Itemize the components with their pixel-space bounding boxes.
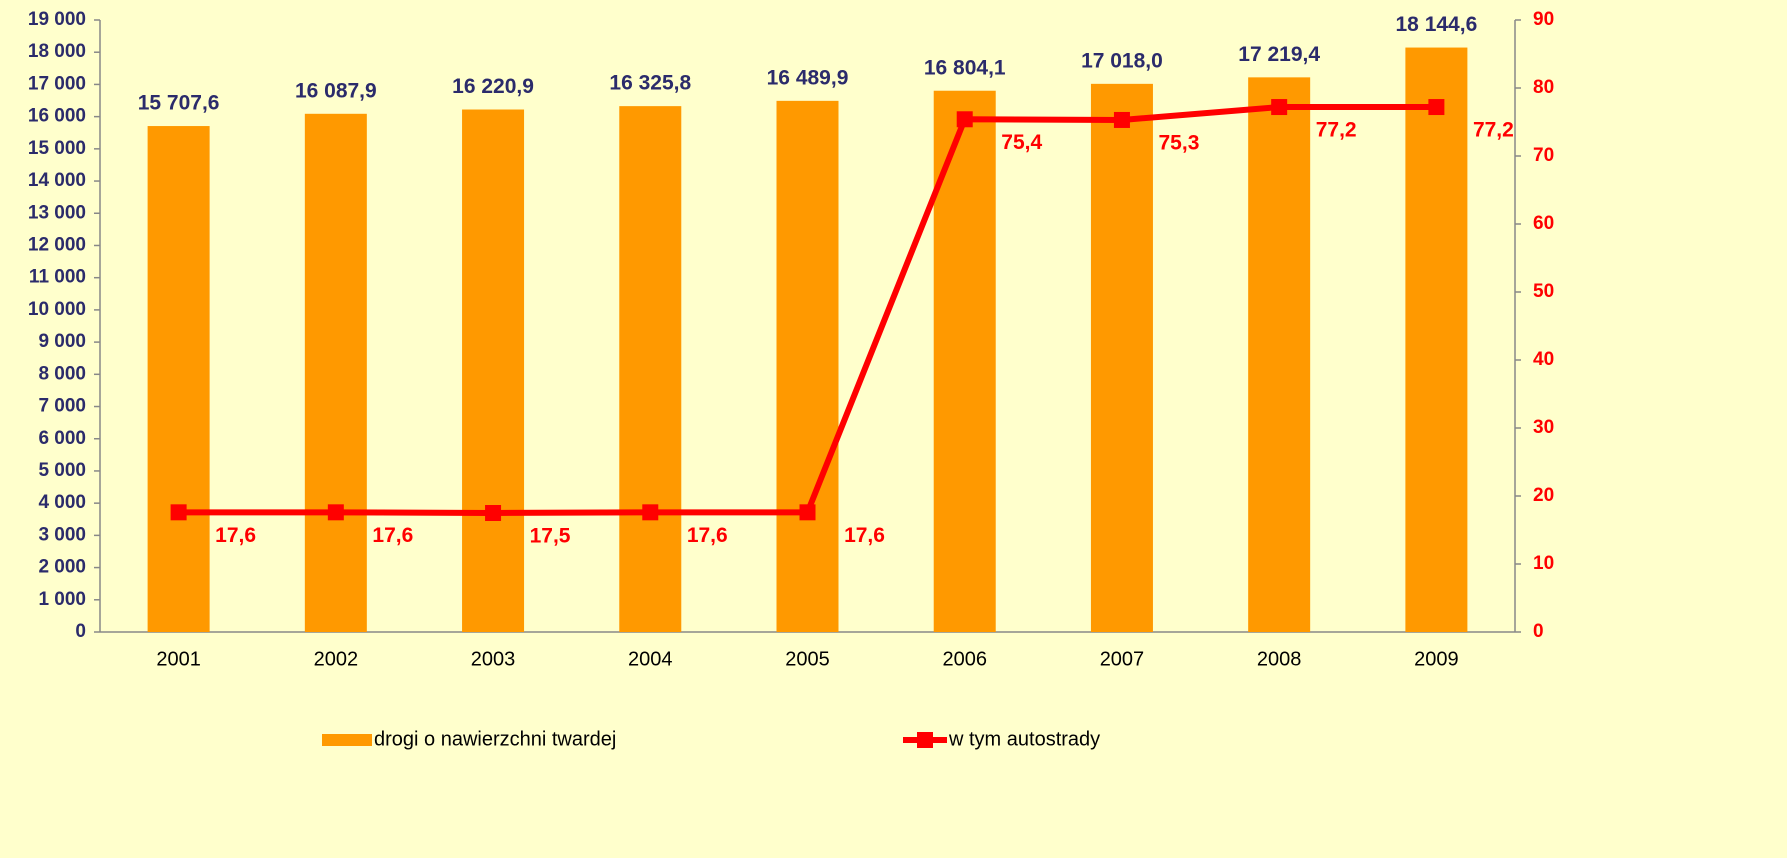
line-value-label: 17,6 bbox=[687, 524, 728, 547]
line-value-label: 75,4 bbox=[1001, 131, 1042, 154]
x-tick-label: 2003 bbox=[471, 648, 516, 670]
bar bbox=[1090, 83, 1153, 633]
bar bbox=[1405, 47, 1468, 633]
line-value-label: 75,3 bbox=[1159, 132, 1200, 155]
y-tick-label: 13 000 bbox=[28, 202, 86, 223]
y2-tick-label: 70 bbox=[1533, 145, 1554, 166]
y2-tick-label: 0 bbox=[1533, 621, 1544, 642]
line-marker bbox=[485, 505, 502, 521]
x-tick-label: 2002 bbox=[314, 648, 359, 670]
legend-label: w tym autostrady bbox=[948, 728, 1100, 750]
line-value-label: 17,5 bbox=[530, 525, 571, 548]
y2-tick-label: 10 bbox=[1533, 553, 1554, 574]
x-tick-label: 2006 bbox=[942, 648, 987, 670]
bar-value-label: 16 325,8 bbox=[609, 72, 691, 95]
bar bbox=[147, 126, 210, 633]
bar-value-label: 16 087,9 bbox=[295, 79, 377, 102]
legend-marker bbox=[917, 732, 933, 748]
bar-value-label: 17 018,0 bbox=[1081, 49, 1163, 72]
y-tick-label: 11 000 bbox=[29, 267, 86, 288]
line-marker bbox=[170, 504, 187, 521]
bar-value-label: 16 489,9 bbox=[767, 66, 849, 89]
y-tick-label: 1 000 bbox=[38, 589, 86, 610]
bar bbox=[462, 109, 525, 632]
x-tick-label: 2001 bbox=[156, 648, 201, 670]
line-value-label: 17,6 bbox=[844, 524, 885, 547]
y-tick-label: 3 000 bbox=[38, 524, 86, 545]
legend-label: drogi o nawierzchni twardej bbox=[374, 728, 616, 750]
y2-tick-label: 60 bbox=[1533, 213, 1554, 234]
y2-tick-label: 50 bbox=[1533, 281, 1554, 302]
y2-tick-label: 20 bbox=[1533, 485, 1554, 506]
y-tick-label: 0 bbox=[75, 621, 86, 642]
line-marker bbox=[642, 504, 659, 521]
y-tick-label: 14 000 bbox=[28, 170, 86, 191]
x-tick-label: 2009 bbox=[1414, 648, 1459, 670]
y-tick-label: 4 000 bbox=[38, 492, 86, 513]
line-value-label: 17,6 bbox=[215, 524, 256, 547]
bar bbox=[304, 113, 367, 632]
y-tick-label: 7 000 bbox=[38, 396, 86, 417]
bar-value-label: 17 219,4 bbox=[1238, 43, 1320, 66]
line-value-label: 77,2 bbox=[1316, 119, 1357, 142]
y-tick-label: 6 000 bbox=[38, 428, 86, 449]
bar bbox=[1248, 77, 1311, 632]
x-tick-label: 2005 bbox=[785, 648, 830, 670]
x-tick-label: 2008 bbox=[1257, 648, 1302, 670]
y2-tick-label: 40 bbox=[1533, 349, 1554, 370]
line-marker bbox=[799, 504, 816, 521]
bar-value-label: 16 804,1 bbox=[924, 56, 1006, 79]
y-tick-label: 16 000 bbox=[28, 106, 86, 127]
y-tick-label: 2 000 bbox=[38, 557, 86, 578]
y-tick-label: 10 000 bbox=[28, 299, 86, 320]
bar-value-label: 18 144,6 bbox=[1396, 13, 1478, 36]
line-marker bbox=[1113, 111, 1130, 128]
y-tick-label: 17 000 bbox=[28, 73, 86, 94]
bar bbox=[776, 100, 839, 633]
y2-tick-label: 90 bbox=[1533, 9, 1554, 30]
bar bbox=[933, 90, 996, 633]
bar-value-label: 16 220,9 bbox=[452, 75, 534, 98]
line-value-label: 17,6 bbox=[372, 524, 413, 547]
y2-tick-label: 80 bbox=[1533, 77, 1554, 98]
y-tick-label: 15 000 bbox=[28, 138, 86, 159]
y-tick-label: 9 000 bbox=[38, 331, 86, 352]
y-tick-label: 18 000 bbox=[28, 41, 86, 62]
y-tick-label: 12 000 bbox=[28, 234, 86, 255]
bar bbox=[619, 106, 682, 632]
line-value-label: 77,2 bbox=[1473, 119, 1514, 142]
legend-swatch bbox=[322, 734, 372, 746]
y-tick-label: 19 000 bbox=[28, 9, 86, 30]
y-tick-label: 5 000 bbox=[38, 460, 86, 481]
bar-value-label: 15 707,6 bbox=[138, 92, 220, 115]
line-marker bbox=[956, 111, 973, 128]
line-marker bbox=[327, 504, 344, 521]
line-marker bbox=[1428, 99, 1445, 116]
y2-tick-label: 30 bbox=[1533, 417, 1554, 438]
y-tick-label: 8 000 bbox=[38, 363, 86, 384]
x-tick-label: 2007 bbox=[1100, 648, 1145, 670]
x-tick-label: 2004 bbox=[628, 648, 673, 670]
line-marker bbox=[1271, 99, 1288, 116]
